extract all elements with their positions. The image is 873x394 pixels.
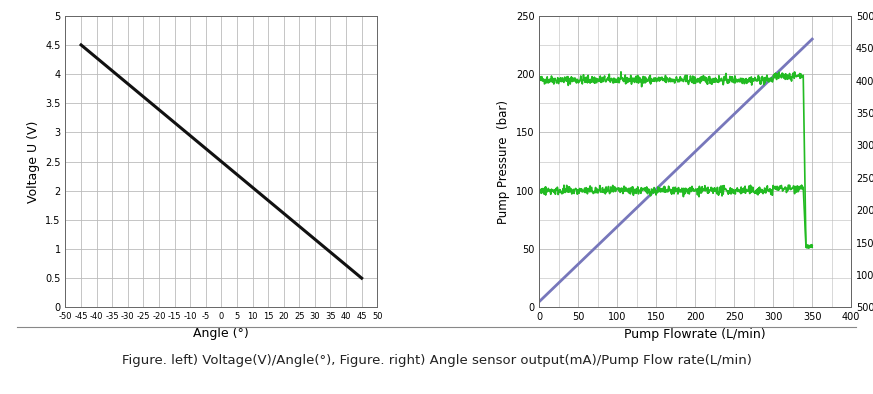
Y-axis label: Pump Pressure  (bar): Pump Pressure (bar) [498,100,511,223]
Text: Figure. left) Voltage(V)/Angle(°), Figure. right) Angle sensor output(mA)/Pump F: Figure. left) Voltage(V)/Angle(°), Figur… [121,354,752,367]
X-axis label: Angle (°): Angle (°) [194,327,250,340]
Y-axis label: Voltage U (V): Voltage U (V) [26,120,39,203]
X-axis label: Pump Flowrate (L/min): Pump Flowrate (L/min) [624,328,766,341]
